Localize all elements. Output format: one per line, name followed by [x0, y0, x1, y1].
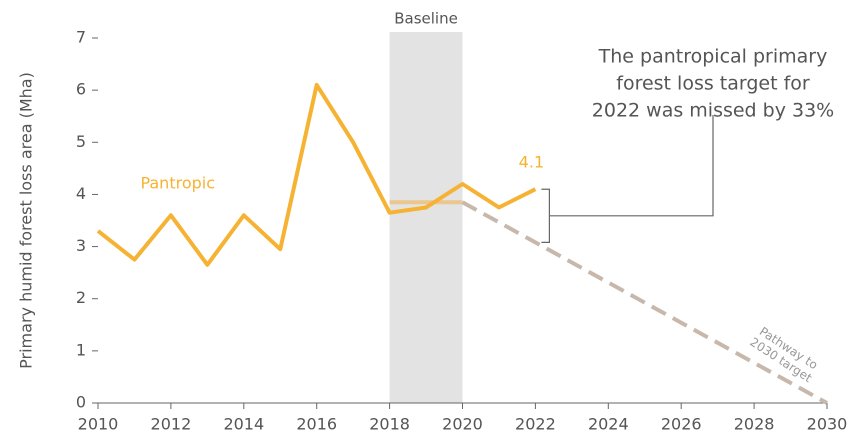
- x-tick-label: 2020: [442, 415, 483, 434]
- y-tick-label: 2: [76, 288, 86, 307]
- y-tick-label: 0: [76, 393, 86, 412]
- x-tick-label: 2030: [807, 415, 848, 434]
- x-tick-label: 2014: [223, 415, 264, 434]
- pathway-label: Pathway to2030 target: [748, 323, 823, 385]
- annotation: 2022 was missed by 33%: [592, 100, 834, 122]
- x-tick-label: 2016: [296, 415, 337, 434]
- x-tick-label: 2024: [588, 415, 629, 434]
- y-tick-label: 1: [76, 340, 86, 359]
- x-tick-label: 2012: [151, 415, 192, 434]
- baseline-band: [389, 32, 463, 403]
- y-tick-label: 3: [76, 236, 86, 255]
- series-label: Pantropic: [140, 174, 215, 193]
- y-tick-label: 7: [76, 28, 86, 47]
- series-line: [461, 200, 828, 405]
- y-tick-label: 4: [76, 184, 86, 203]
- annotation: forest loss target for: [616, 73, 810, 95]
- y-axis-label: Primary humid forest loss area (Mha): [17, 72, 36, 369]
- annotation: The pantropical primary: [598, 46, 828, 68]
- series-line: [96, 82, 537, 267]
- x-tick-label: 2010: [78, 415, 119, 434]
- data-label: 4.1: [519, 153, 544, 172]
- baseline-label: Baseline: [394, 10, 458, 28]
- y-tick-label: 5: [76, 132, 86, 151]
- y-tick-label: 6: [76, 80, 86, 99]
- bracket: [541, 115, 714, 243]
- x-tick-label: 2022: [515, 415, 556, 434]
- x-tick-label: 2018: [369, 415, 410, 434]
- x-tick-label: 2026: [661, 415, 702, 434]
- x-tick-label: 2028: [734, 415, 775, 434]
